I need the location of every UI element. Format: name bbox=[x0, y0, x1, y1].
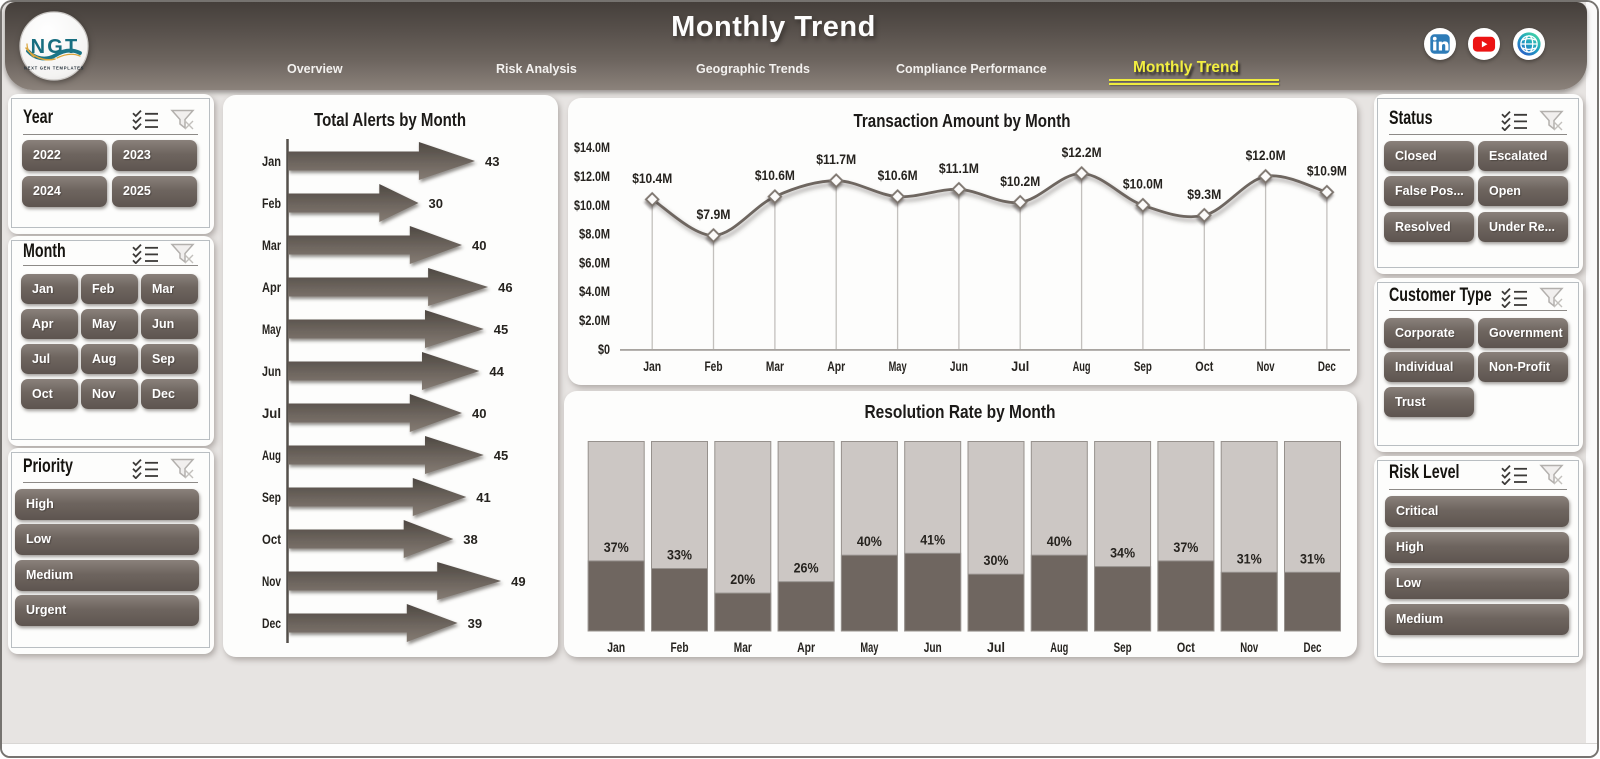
svg-text:Jul: Jul bbox=[1011, 358, 1029, 374]
svg-text:$12.2M: $12.2M bbox=[1062, 144, 1102, 160]
svg-text:$10.6M: $10.6M bbox=[755, 167, 795, 183]
svg-text:38: 38 bbox=[463, 532, 477, 547]
svg-text:$12.0M: $12.0M bbox=[1246, 147, 1286, 163]
svg-text:$10.6M: $10.6M bbox=[878, 167, 918, 183]
svg-text:31%: 31% bbox=[1237, 551, 1262, 566]
svg-text:44: 44 bbox=[489, 364, 504, 379]
svg-text:$14.0M: $14.0M bbox=[574, 140, 610, 155]
svg-text:Oct: Oct bbox=[1195, 358, 1213, 374]
svg-text:43: 43 bbox=[485, 154, 499, 169]
svg-text:$8.0M: $8.0M bbox=[579, 227, 610, 242]
svg-text:$10.0M: $10.0M bbox=[1123, 176, 1163, 192]
svg-text:Aug: Aug bbox=[1050, 639, 1068, 655]
svg-text:41: 41 bbox=[476, 490, 490, 505]
svg-text:NEXT GEN TEMPLATES: NEXT GEN TEMPLATES bbox=[24, 66, 84, 71]
svg-text:Nov: Nov bbox=[1257, 358, 1275, 374]
svg-text:40: 40 bbox=[472, 238, 486, 253]
svg-text:$10.2M: $10.2M bbox=[1000, 173, 1040, 189]
svg-text:$0: $0 bbox=[598, 342, 610, 357]
svg-text:Apr: Apr bbox=[827, 358, 845, 374]
svg-text:Mar: Mar bbox=[262, 237, 281, 253]
svg-text:20%: 20% bbox=[730, 572, 755, 587]
svg-text:26%: 26% bbox=[794, 561, 819, 576]
svg-text:Sep: Sep bbox=[1114, 639, 1132, 655]
svg-text:Apr: Apr bbox=[797, 639, 815, 655]
svg-text:Jun: Jun bbox=[950, 358, 968, 374]
svg-text:May: May bbox=[262, 321, 281, 337]
svg-text:May: May bbox=[860, 639, 878, 655]
svg-text:Oct: Oct bbox=[1177, 639, 1195, 655]
svg-text:30%: 30% bbox=[984, 553, 1009, 568]
svg-text:Mar: Mar bbox=[734, 639, 752, 655]
svg-text:49: 49 bbox=[511, 574, 525, 589]
svg-text:Sep: Sep bbox=[1134, 358, 1152, 374]
svg-text:Jan: Jan bbox=[607, 639, 625, 655]
svg-text:Jul: Jul bbox=[987, 639, 1005, 655]
svg-text:Dec: Dec bbox=[1318, 358, 1336, 374]
svg-text:$7.9M: $7.9M bbox=[697, 206, 731, 222]
svg-text:40%: 40% bbox=[857, 534, 882, 549]
svg-text:Resolution Rate by Month: Resolution Rate by Month bbox=[865, 402, 1056, 422]
svg-text:37%: 37% bbox=[604, 540, 629, 555]
svg-text:$10.4M: $10.4M bbox=[632, 170, 672, 186]
svg-text:Oct: Oct bbox=[262, 531, 281, 547]
svg-text:$11.7M: $11.7M bbox=[816, 151, 856, 167]
svg-text:Nov: Nov bbox=[262, 573, 281, 589]
svg-text:Nov: Nov bbox=[1240, 639, 1258, 655]
svg-text:Feb: Feb bbox=[705, 358, 723, 374]
svg-text:$2.0M: $2.0M bbox=[579, 313, 610, 328]
svg-text:Dec: Dec bbox=[1304, 639, 1322, 655]
svg-text:30: 30 bbox=[429, 196, 443, 211]
svg-text:40: 40 bbox=[472, 406, 486, 421]
svg-text:Apr: Apr bbox=[262, 279, 281, 295]
svg-text:Jun: Jun bbox=[262, 363, 281, 379]
svg-text:Total Alerts by Month: Total Alerts by Month bbox=[314, 110, 466, 130]
svg-text:Sep: Sep bbox=[262, 489, 281, 505]
svg-text:May: May bbox=[889, 358, 907, 374]
svg-text:45: 45 bbox=[494, 448, 508, 463]
svg-text:$10.0M: $10.0M bbox=[574, 198, 610, 213]
svg-text:31%: 31% bbox=[1300, 551, 1325, 566]
svg-text:Jan: Jan bbox=[643, 358, 661, 374]
svg-text:39: 39 bbox=[468, 616, 482, 631]
svg-text:40%: 40% bbox=[1047, 534, 1072, 549]
svg-text:Aug: Aug bbox=[262, 447, 281, 463]
svg-text:Transaction Amount by Month: Transaction Amount by Month bbox=[854, 111, 1071, 131]
svg-text:34%: 34% bbox=[1110, 546, 1135, 561]
svg-text:$9.3M: $9.3M bbox=[1187, 186, 1221, 202]
svg-text:41%: 41% bbox=[920, 532, 945, 547]
svg-text:$10.9M: $10.9M bbox=[1307, 163, 1347, 179]
svg-text:Jan: Jan bbox=[262, 153, 281, 169]
svg-text:Dec: Dec bbox=[262, 615, 281, 631]
svg-text:Jun: Jun bbox=[924, 639, 942, 655]
svg-text:37%: 37% bbox=[1173, 540, 1198, 555]
svg-text:$6.0M: $6.0M bbox=[579, 255, 610, 270]
svg-text:Jul: Jul bbox=[262, 405, 281, 421]
svg-text:Mar: Mar bbox=[766, 358, 784, 374]
svg-text:Aug: Aug bbox=[1073, 358, 1091, 374]
svg-text:Feb: Feb bbox=[262, 195, 281, 211]
svg-text:$11.1M: $11.1M bbox=[939, 160, 979, 176]
svg-text:46: 46 bbox=[498, 280, 512, 295]
svg-text:33%: 33% bbox=[667, 548, 692, 563]
svg-text:Feb: Feb bbox=[671, 639, 689, 655]
svg-text:$12.0M: $12.0M bbox=[574, 169, 610, 184]
svg-text:45: 45 bbox=[494, 322, 508, 337]
svg-text:$4.0M: $4.0M bbox=[579, 284, 610, 299]
